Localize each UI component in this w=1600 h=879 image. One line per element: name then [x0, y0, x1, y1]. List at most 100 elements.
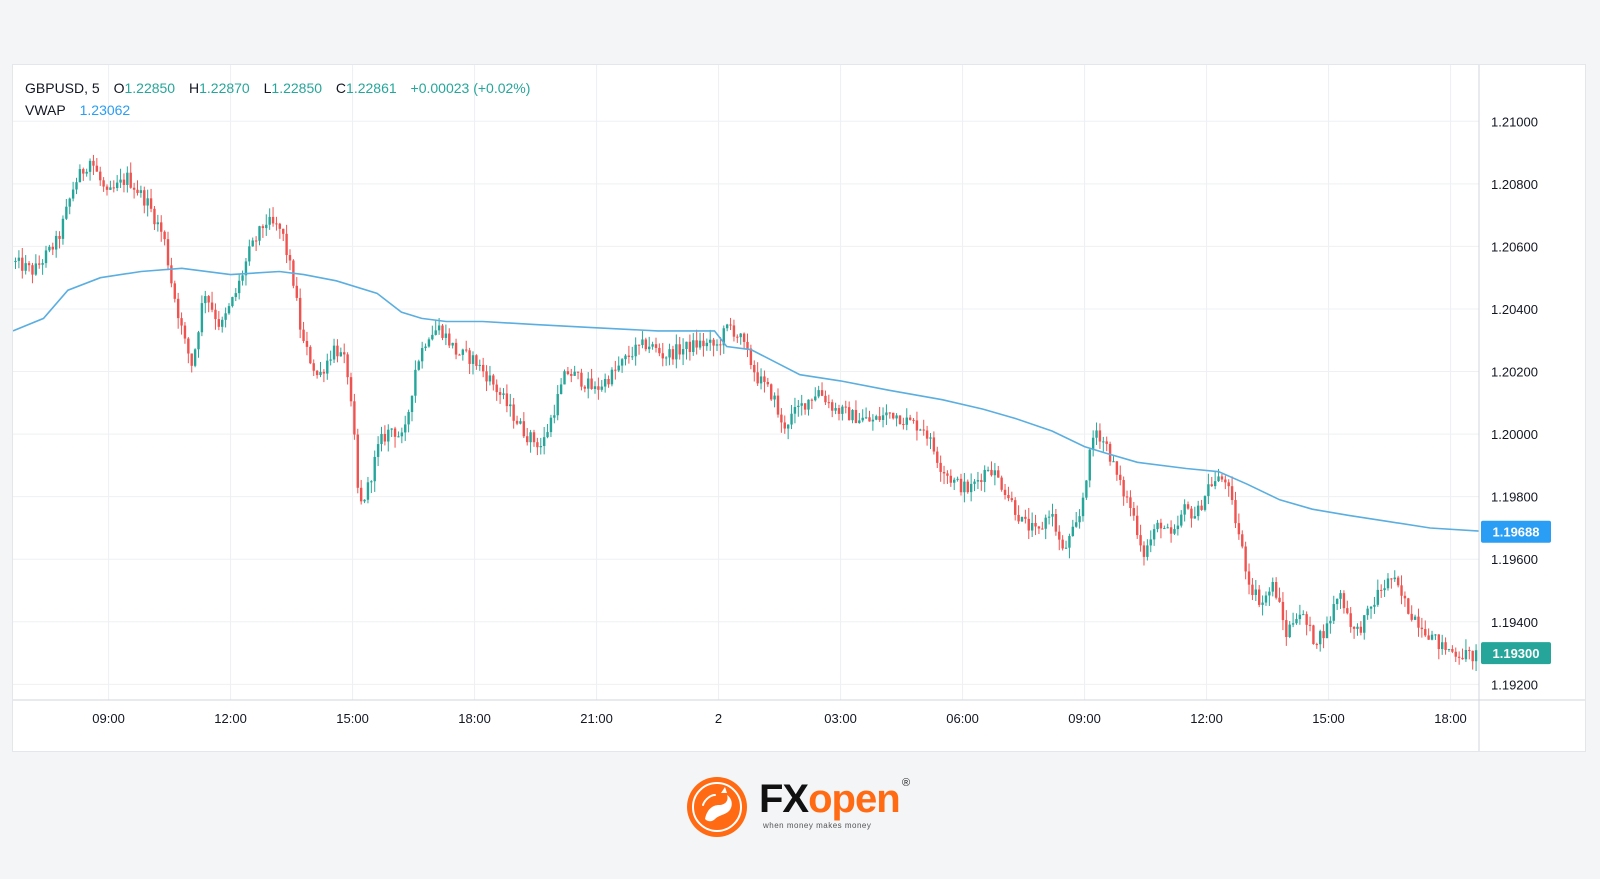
candle-body — [1085, 480, 1088, 498]
candle-body — [519, 421, 522, 424]
candle-body — [1258, 589, 1261, 605]
candle-body — [915, 420, 919, 431]
candle-body — [1376, 589, 1380, 605]
chart-legend: GBPUSD, 5 O1.22850 H1.22870 L1.22850 C1.… — [25, 77, 530, 121]
candle-body — [607, 378, 610, 385]
candle-body — [197, 332, 200, 350]
candle-body — [753, 365, 756, 373]
candle-body — [1346, 608, 1349, 614]
candle-body — [990, 469, 993, 476]
candle-body — [234, 293, 237, 298]
vwap-label[interactable]: VWAP — [25, 102, 66, 118]
candle-body — [946, 473, 949, 476]
candle-body — [681, 349, 685, 355]
logo-fx-text: FX — [759, 777, 809, 821]
candle-body — [1359, 626, 1363, 633]
candle-body — [776, 395, 780, 415]
candle-body — [1047, 516, 1051, 518]
candle-body — [471, 355, 475, 364]
candle-body — [71, 189, 75, 199]
x-tick-label: 21:00 — [580, 711, 613, 726]
candle-body — [580, 372, 583, 387]
fxopen-wordmark: FXopen — [759, 777, 901, 821]
candle-body — [41, 263, 44, 265]
candle-body — [437, 325, 441, 331]
candle-body — [383, 433, 387, 442]
candle-body — [139, 190, 143, 193]
candle-body — [983, 469, 986, 482]
candle-body — [610, 369, 614, 385]
low-label: L — [263, 80, 272, 96]
close-label: C — [335, 80, 347, 96]
candle-body — [48, 246, 51, 251]
candle-body — [1444, 642, 1447, 650]
candle-body — [502, 393, 505, 395]
candle-body — [1166, 527, 1169, 529]
candle-body — [1152, 529, 1156, 540]
candle-body — [1054, 514, 1058, 532]
candle-body — [800, 403, 803, 406]
candle-body — [1430, 634, 1434, 640]
candle-body — [559, 384, 563, 395]
candle-body — [14, 260, 17, 263]
candle-body — [803, 403, 807, 410]
x-tick-label: 12:00 — [1190, 711, 1223, 726]
candle-body — [193, 349, 197, 366]
candle-body — [132, 187, 136, 190]
candle-body — [702, 340, 705, 347]
candle-body — [1339, 593, 1342, 599]
candle-body — [668, 349, 671, 358]
candlestick-chart[interactable]: 1.21000 1.20800 1.20600 1.20400 1.20200 1.200… — [13, 65, 1585, 751]
candle-body — [719, 344, 722, 346]
candle-body — [770, 384, 773, 400]
candle-body — [461, 349, 465, 355]
candle-body — [282, 228, 285, 234]
candle-body — [254, 240, 258, 242]
candle-body — [925, 430, 929, 439]
candle-body — [570, 374, 573, 376]
candle-body — [1342, 593, 1346, 609]
candle-body — [295, 285, 298, 298]
candle-body — [956, 478, 959, 480]
candle-body — [1315, 644, 1319, 646]
candle-body — [1451, 649, 1454, 652]
candle-body — [919, 429, 922, 431]
candle-body — [488, 375, 492, 382]
candle-body — [38, 263, 41, 265]
candle-body — [566, 371, 570, 375]
candle-body — [1007, 494, 1010, 499]
candle-body — [1281, 601, 1285, 621]
y-tick-label: 1.19600 — [1491, 552, 1538, 567]
candle-body — [1302, 614, 1305, 616]
candle-body — [298, 297, 302, 330]
candle-body — [1264, 595, 1268, 603]
candle-body — [1373, 604, 1376, 607]
candle-body — [1075, 522, 1078, 527]
candle-body — [929, 437, 932, 439]
candle-body — [244, 261, 248, 276]
candle-body — [1173, 529, 1176, 534]
candle-body — [1468, 650, 1471, 652]
candle-body — [1366, 608, 1369, 616]
candle-body — [729, 324, 732, 326]
candle-body — [854, 409, 858, 424]
candle-body — [1308, 624, 1312, 626]
candle-body — [119, 179, 122, 183]
chart-panel[interactable]: 1.21000 1.20800 1.20600 1.20400 1.20200 1.200… — [12, 64, 1586, 752]
candle-body — [1017, 514, 1020, 522]
candle-body — [207, 296, 210, 303]
candle-body — [329, 359, 332, 361]
axes: 1.21000 1.20800 1.20600 1.20400 1.20200 1.200… — [13, 65, 1585, 751]
candle-body — [136, 189, 139, 193]
x-tick-label: 15:00 — [336, 711, 369, 726]
top-band — [0, 0, 1600, 52]
candle-body — [68, 198, 71, 207]
low-value: 1.22850 — [271, 80, 323, 96]
candle-body — [31, 265, 34, 275]
candle-body — [227, 306, 231, 314]
candle-body — [1224, 479, 1227, 483]
symbol-label[interactable]: GBPUSD, 5 — [25, 80, 100, 96]
candle-body — [200, 303, 204, 333]
candle-body — [966, 481, 969, 493]
registered-mark: ® — [902, 777, 911, 789]
